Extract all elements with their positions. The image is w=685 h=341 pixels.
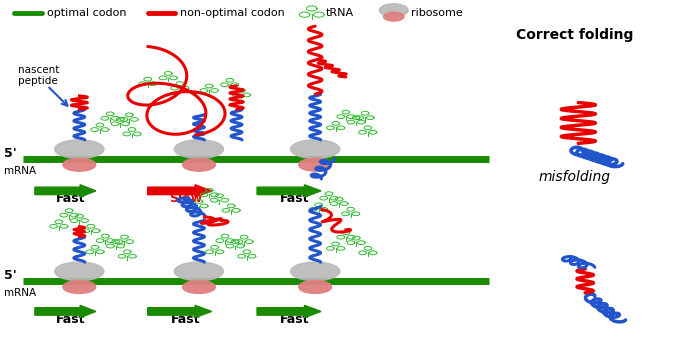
Text: nascent
peptide: nascent peptide	[18, 64, 59, 86]
FancyArrow shape	[257, 185, 321, 197]
Text: Fast: Fast	[56, 313, 86, 326]
Ellipse shape	[174, 140, 223, 159]
Ellipse shape	[299, 281, 332, 294]
Ellipse shape	[63, 158, 96, 171]
Text: Fast: Fast	[56, 192, 86, 205]
Text: non-optimal codon: non-optimal codon	[180, 8, 285, 18]
Text: tRNA: tRNA	[325, 8, 353, 18]
Ellipse shape	[182, 281, 215, 294]
Text: 5': 5'	[4, 147, 17, 160]
Text: optimal codon: optimal codon	[47, 8, 127, 18]
Ellipse shape	[379, 4, 408, 17]
Ellipse shape	[55, 262, 104, 281]
Text: mRNA: mRNA	[4, 165, 36, 176]
FancyArrow shape	[148, 185, 212, 197]
Text: Fast: Fast	[280, 192, 310, 205]
Text: Slow: Slow	[169, 192, 202, 205]
FancyArrow shape	[35, 305, 96, 317]
FancyArrow shape	[148, 305, 212, 317]
FancyArrow shape	[257, 305, 321, 317]
Ellipse shape	[174, 262, 223, 281]
Ellipse shape	[384, 12, 404, 21]
Ellipse shape	[63, 281, 96, 294]
Ellipse shape	[182, 158, 215, 171]
FancyArrow shape	[35, 185, 96, 197]
Ellipse shape	[290, 140, 340, 159]
Text: Correct folding: Correct folding	[516, 28, 634, 42]
Text: ribosome: ribosome	[411, 8, 462, 18]
Ellipse shape	[299, 158, 332, 171]
Text: misfolding: misfolding	[539, 170, 611, 184]
Text: 5': 5'	[4, 269, 17, 282]
Text: Fast: Fast	[280, 313, 310, 326]
Ellipse shape	[290, 262, 340, 281]
Text: Fast: Fast	[171, 313, 200, 326]
Ellipse shape	[55, 140, 104, 159]
Text: mRNA: mRNA	[4, 288, 36, 298]
